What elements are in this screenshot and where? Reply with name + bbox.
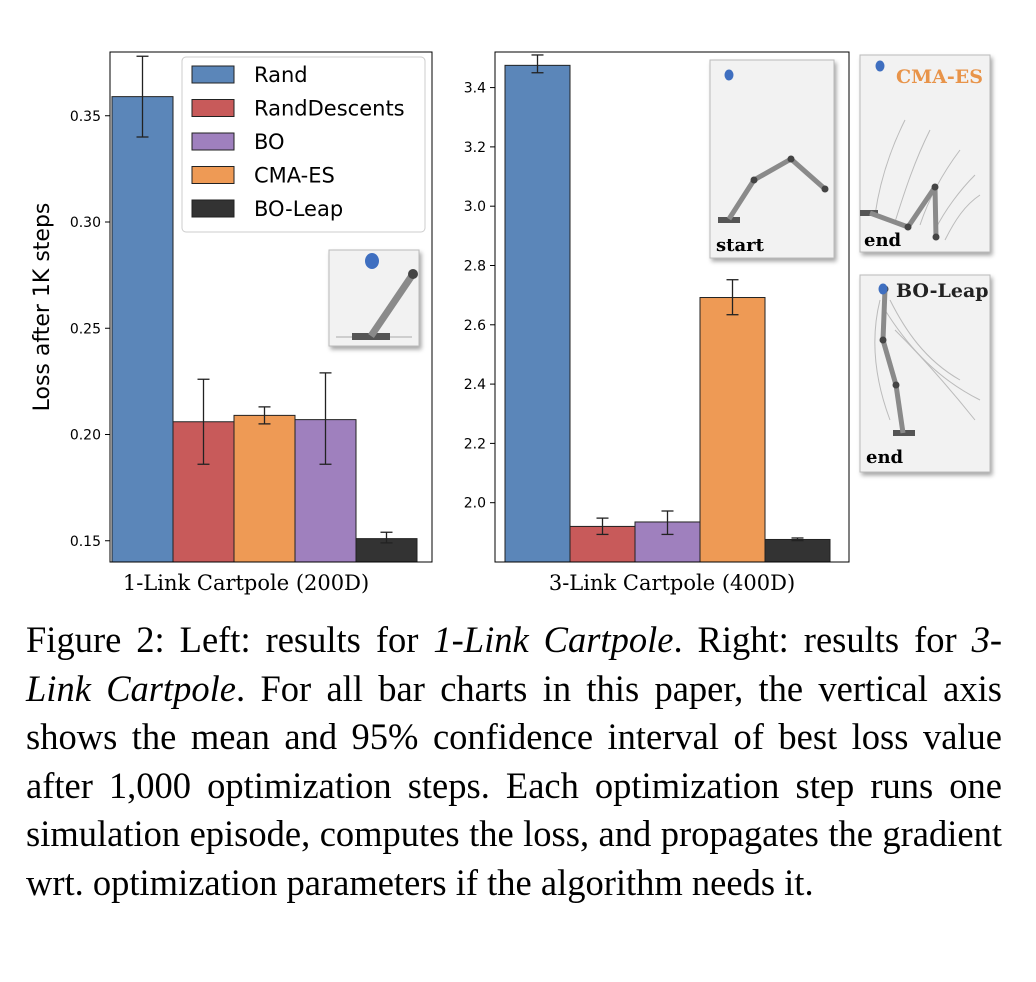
y-tick-label: 0.35	[70, 109, 101, 125]
error-bar-randdescents	[596, 517, 609, 536]
target-dot-icon	[724, 69, 734, 81]
error-bar-rand	[136, 55, 149, 138]
cart-icon	[718, 217, 740, 223]
legend: Rand RandDescents BO CMA-ES BO-Leap	[181, 56, 426, 233]
y-axis-label: Loss after 1K steps	[30, 203, 55, 412]
y-tick-label: 2.6	[464, 318, 486, 334]
caption-left-name: 1-Link Cartpole	[433, 619, 674, 660]
inset-start: start	[709, 59, 835, 259]
error-bar-cma-es	[258, 406, 271, 425]
caption-right-name: 3-Link Cartpole	[26, 619, 1003, 709]
y-tick-label: 2.4	[464, 377, 486, 393]
legend-label-bo-leap: BO-Leap	[254, 197, 343, 221]
legend-swatch-bo-leap	[191, 199, 235, 218]
caption-figure-label: Figure 2:	[26, 619, 165, 660]
legend-label-randdescents: RandDescents	[254, 97, 405, 121]
end-label: end	[864, 230, 902, 251]
cart-icon	[860, 210, 878, 216]
trajectory-traces	[874, 119, 981, 241]
figure-caption: Figure 2: Left: results for 1-Link Cartp…	[26, 616, 1002, 908]
inset-1link-cartpole	[328, 249, 420, 347]
legend-box	[181, 56, 426, 233]
legend-swatch-randdescents	[191, 99, 235, 117]
caption-left-prefix: Left: results for	[179, 619, 419, 660]
x-axis-label: 3-Link Cartpole (400D)	[549, 571, 795, 595]
y-tick-label: 0.15	[70, 534, 101, 550]
caption-right-prefix: . Right: results for	[673, 619, 957, 660]
cart-icon	[352, 333, 390, 340]
links-icon	[880, 288, 906, 434]
target-dot-icon	[365, 253, 379, 269]
plot-frame	[109, 51, 433, 563]
bar-cma-es	[699, 297, 766, 563]
y-tick-label: 2.8	[464, 258, 486, 274]
legend-label-bo: BO	[254, 130, 285, 154]
bar-bo-leap	[764, 538, 831, 563]
caption-rest: . For all bar charts in this paper, the …	[26, 667, 1002, 903]
bar-rand	[504, 64, 571, 563]
legend-swatch-cma-es	[191, 166, 235, 184]
error-bar-randdescents	[197, 378, 210, 465]
y-tick-label: 2.0	[464, 496, 486, 512]
figure: Loss after 1K steps 0.15 0.20 0.25 0.30 0.35…	[30, 51, 991, 595]
legend-label-rand: Rand	[254, 63, 308, 87]
legend-label-cma-es: CMA-ES	[254, 164, 335, 188]
cmaes-inset-title: CMA-ES	[896, 66, 983, 88]
error-bar-bo-leap	[791, 537, 804, 542]
y-tick-label: 0.20	[70, 428, 101, 444]
legend-swatch-bo	[191, 132, 235, 151]
inset-boleap-end: BO-Leap end	[859, 274, 991, 473]
inset-cmaes-end: CMA-ES end	[859, 54, 991, 253]
boleap-inset-title: BO-Leap	[896, 280, 989, 302]
start-label: start	[716, 235, 765, 256]
y-tick-label: 3.2	[464, 140, 486, 156]
chart-3link: 2.0 2.2 2.4 2.6 2.8 3.0 3.2 3.4 3-Link Cartpole…	[464, 51, 991, 595]
error-bar-bo	[661, 510, 674, 536]
y-tick-label: 2.2	[464, 436, 486, 452]
links-icon	[726, 156, 827, 221]
target-dot-icon	[878, 283, 888, 295]
error-bar-bo-leap	[380, 531, 393, 544]
y-tick-label: 3.0	[464, 199, 486, 215]
trajectory-traces	[874, 299, 981, 421]
bar-rand	[111, 96, 174, 563]
y-tick-label: 3.4	[464, 81, 486, 97]
y-tick-label: 0.30	[70, 215, 101, 231]
target-dot-icon	[875, 60, 885, 72]
y-tick-label: 0.25	[70, 321, 101, 337]
end-label: end	[866, 447, 904, 468]
links-icon	[869, 184, 939, 238]
pole-icon	[368, 272, 416, 338]
cart-icon	[893, 430, 915, 436]
error-bar-cma-es	[726, 279, 739, 316]
bar-cma-es	[233, 414, 296, 563]
error-bar-rand	[531, 54, 544, 74]
error-bar-bo	[319, 372, 332, 465]
pole-tip-icon	[408, 269, 418, 279]
plot-frame	[494, 51, 850, 563]
x-axis-label: 1-Link Cartpole (200D)	[123, 571, 369, 595]
chart-1link: Loss after 1K steps 0.15 0.20 0.25 0.30 0.35…	[30, 51, 433, 595]
legend-swatch-rand	[191, 65, 235, 84]
